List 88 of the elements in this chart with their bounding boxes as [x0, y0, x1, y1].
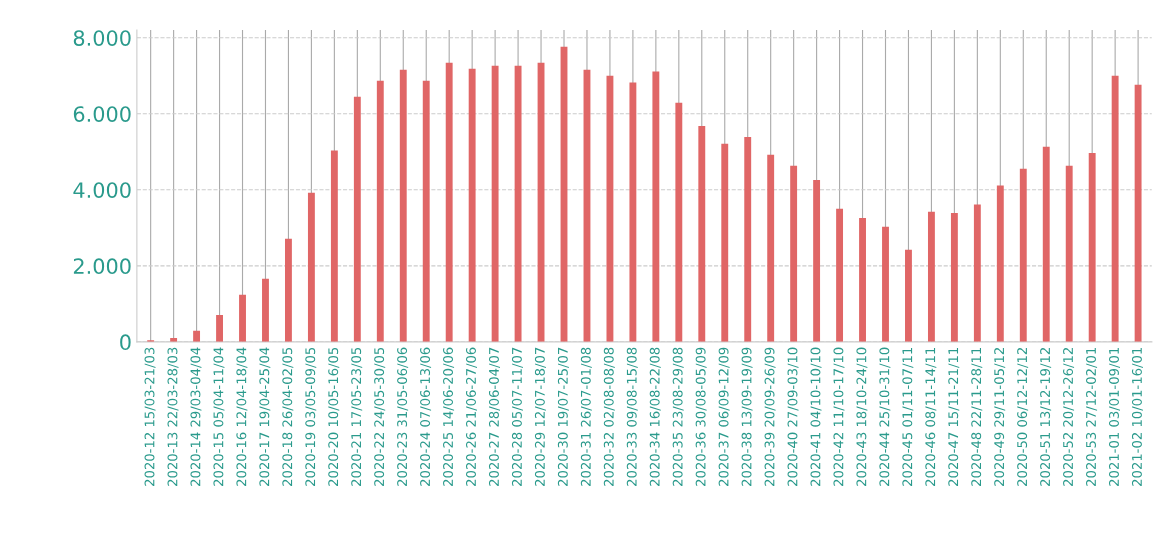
- bar: [721, 143, 729, 342]
- x-tick-label: 2020-42 11/10-17/10: [833, 347, 845, 486]
- x-tick-label: 2020-13 22/03-28/03: [167, 347, 179, 486]
- x-tick-label: 2020-36 30/08-05/09: [695, 347, 707, 486]
- bar: [285, 238, 292, 342]
- x-tick-label: 2020-34 16/08-22/08: [649, 347, 661, 486]
- bar: [836, 208, 844, 342]
- x-tick-label: 2020-18 26/04-02/05: [282, 347, 294, 486]
- bar: [790, 165, 798, 342]
- y-tick-label: 0: [120, 334, 131, 351]
- x-tick-label: 2020-45 01/11-07/11: [902, 347, 914, 486]
- x-tick-label: 2020-25 14/06-20/06: [443, 347, 455, 486]
- bar: [216, 314, 223, 342]
- y-tick-label: 6.000: [73, 106, 131, 122]
- bar: [353, 96, 361, 342]
- x-tick-label: 2020-44 25/10-31/10: [879, 347, 891, 486]
- bar: [491, 65, 499, 342]
- x-tick-label: 2020-12 15/03-21/03: [144, 347, 156, 486]
- x-tick-label: 2020-43 18/10-24/10: [856, 347, 868, 486]
- x-tick-label: 2020-26 21/06-27/06: [466, 347, 478, 486]
- x-tick-label: 2020-46 08/11-14/11: [925, 347, 937, 486]
- bar: [882, 226, 889, 342]
- x-tick-label: 2020-35 23/08-29/08: [672, 347, 684, 486]
- bar: [422, 80, 430, 342]
- bar: [262, 278, 269, 342]
- x-tick-label: 2020-27 28/06-04/07: [488, 347, 500, 486]
- x-tick-label: 2020-29 12/07-18/07: [534, 347, 546, 486]
- x-tick-label: 2020-20 10/05-16/05: [328, 347, 340, 486]
- y-tick-label: 4.000: [73, 182, 131, 198]
- x-tick-label: 2020-41 04/10-10/10: [810, 347, 822, 486]
- bar: [468, 68, 476, 342]
- x-tick-label: 2020-22 24/05-30/05: [374, 347, 386, 486]
- bar: [239, 294, 246, 342]
- bar: [445, 62, 453, 342]
- x-tick-label: 2020-21 17/05-23/05: [351, 347, 363, 486]
- x-tick-label: 2020-37 06/09-12/09: [718, 347, 730, 486]
- bar: [514, 65, 522, 342]
- bar: [698, 125, 706, 342]
- bar: [606, 75, 614, 342]
- x-tick-label: 2020-30 19/07-25/07: [557, 347, 569, 486]
- x-tick-label: 2020-40 27/09-03/10: [787, 347, 799, 486]
- x-tick-label: 2020-38 13/09-19/09: [741, 347, 753, 486]
- bar: [652, 71, 660, 342]
- x-tick-label: 2020-52 20/12-26/12: [1063, 348, 1075, 486]
- x-tick-label: 2020-47 15/11-21/11: [948, 347, 960, 486]
- bar: [1042, 146, 1050, 342]
- bar: [675, 102, 683, 342]
- x-tick-label: 2020-32 02/08-08/08: [603, 347, 615, 486]
- bar: [629, 82, 637, 342]
- bar: [1111, 75, 1119, 342]
- bar: [744, 136, 752, 342]
- bar: [307, 192, 315, 342]
- bar: [927, 211, 935, 342]
- bar: [813, 179, 821, 342]
- bar: [859, 217, 866, 342]
- bar: [996, 185, 1004, 342]
- x-tick-label: 2020-50 06/12-12/12: [1017, 348, 1029, 486]
- x-tick-label: 2020-33 09/08-15/08: [626, 347, 638, 486]
- bar: [905, 249, 912, 342]
- x-tick-label: 2020-15 05/04-11/04: [213, 347, 225, 486]
- bar: [376, 80, 384, 342]
- bar: [950, 212, 958, 342]
- x-tick-label: 2021-01 03/01-09/01: [1108, 347, 1120, 486]
- x-tick-label: 2020-14 29/03-04/04: [190, 347, 202, 486]
- x-tick-label: 2020-39 20/09-26/09: [764, 347, 776, 486]
- bar: [1134, 84, 1142, 342]
- bar: [973, 204, 981, 342]
- y-tick-label: 8.000: [73, 30, 131, 46]
- x-tick-label: 2021-02 10/01-16/01: [1131, 347, 1143, 486]
- y-tick-label: 2.000: [73, 258, 131, 275]
- x-tick-label: 2020-51 13/12-19/12: [1040, 348, 1052, 486]
- x-tick-label: 2020-31 26/07-01/08: [580, 347, 592, 486]
- bar: [330, 150, 338, 342]
- bar: [399, 69, 407, 342]
- x-tick-label: 2020-16 12/04-18/04: [236, 347, 248, 486]
- x-tick-label: 2020-19 03/05-09/05: [305, 347, 317, 486]
- x-tick-label: 2020-28 05/07-11/07: [511, 347, 523, 486]
- x-tick-label: 2020-24 07/06-13/06: [420, 347, 432, 486]
- x-tick-label: 2020-49 29/11-05/12: [994, 348, 1006, 486]
- bar: [767, 154, 775, 342]
- x-tick-label: 2020-17 19/04-25/04: [259, 347, 271, 486]
- x-tick-label: 2020-53 27/12-02/01: [1086, 347, 1098, 486]
- x-tick-label: 2020-23 31/05-06/06: [397, 347, 409, 486]
- x-tick-label: 2020-48 22/11-28/11: [971, 347, 983, 486]
- bar: [1065, 165, 1073, 342]
- bar: [193, 330, 201, 342]
- bar: [1088, 152, 1096, 342]
- bar: [1019, 168, 1027, 342]
